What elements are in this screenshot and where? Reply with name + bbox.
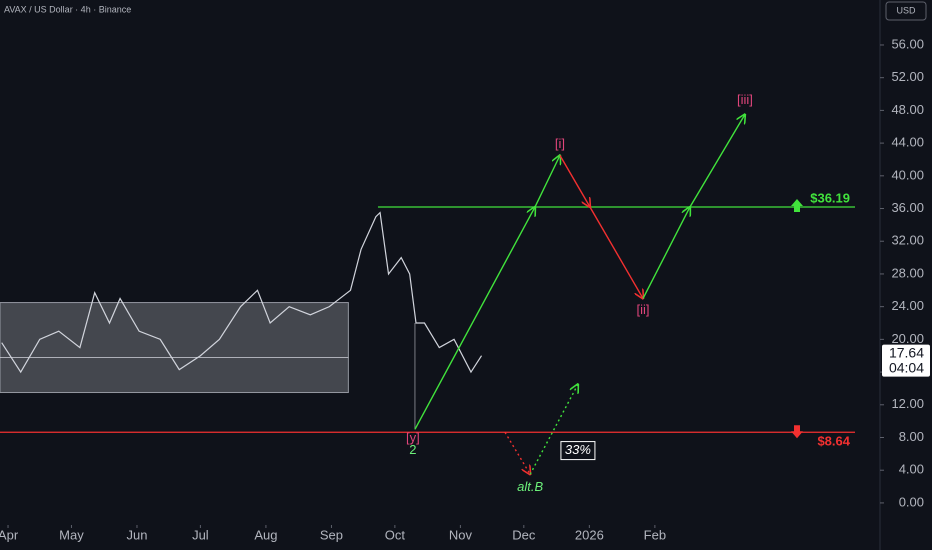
wave-segment [589,206,643,299]
wave-segment [559,155,590,207]
x-tick-label: Aug [254,527,277,542]
x-tick-label: Jul [192,527,209,542]
wave-label: alt.B [517,479,543,494]
y-tick-label: 36.00 [891,200,924,215]
x-tick-label: May [59,527,84,542]
level-arrow [791,425,803,439]
y-tick-label: 28.00 [891,265,924,280]
x-tick-label: Oct [385,527,406,542]
y-tick-label: 56.00 [891,36,924,51]
y-tick-label: 40.00 [891,167,924,182]
y-tick-label: 4.00 [899,462,924,477]
label-box [560,441,596,461]
x-tick-label: Feb [644,527,666,542]
level-label: $8.64 [817,434,850,449]
wave-segment [414,207,535,430]
x-tick-label: Nov [449,527,473,542]
wave-segment [534,155,560,208]
y-tick-label: 24.00 [891,298,924,313]
wave-label: [iii] [737,92,753,107]
last-price-label: 17.64 [889,344,924,360]
wave-label: 2 [409,442,416,457]
wave-segment [504,431,530,474]
y-tick-label: 48.00 [891,102,924,117]
wave-segment [642,207,690,299]
x-tick-label: 2026 [575,527,604,542]
y-tick-label: 52.00 [891,69,924,84]
level-arrow [791,198,803,212]
level-label: $36.19 [810,190,850,205]
wave-label: [ii] [637,302,650,317]
y-tick-label: 20.00 [891,331,924,346]
chart-title: AVAX / US Dollar · 4h · Binance [4,4,131,14]
y-tick-label: 0.00 [899,494,924,509]
price-line [1,211,483,374]
x-tick-label: Apr [0,527,19,542]
last-price-box [882,344,930,377]
currency-label[interactable]: USD [896,5,916,15]
wave-segment [529,384,578,475]
y-tick-label: 12.00 [891,396,924,411]
currency-button[interactable] [885,1,927,21]
wave-segment [689,114,745,208]
wave-label: 33% [565,442,591,457]
x-tick-label: Dec [512,527,536,542]
countdown-label: 04:04 [889,359,924,375]
range-box [0,302,349,394]
x-tick-label: Sep [320,527,343,542]
y-tick-label: 8.00 [899,429,924,444]
y-tick-label: 32.00 [891,233,924,248]
y-tick-label: 44.00 [891,135,924,150]
wave-label: [i] [555,136,565,151]
x-tick-label: Jun [126,527,147,542]
wave-label: [y] [406,430,420,445]
